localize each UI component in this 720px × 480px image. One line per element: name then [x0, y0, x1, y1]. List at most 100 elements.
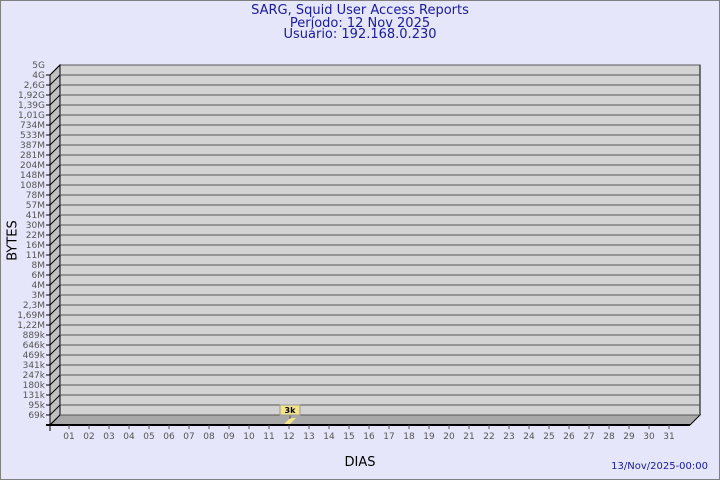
y-tick-label: 1,01G — [18, 111, 45, 121]
x-tick-label: 17 — [383, 432, 394, 442]
y-tick-label: 2,6G — [24, 81, 45, 91]
y-tick-label: 341k — [23, 361, 46, 371]
x-tick-label: 24 — [523, 432, 535, 442]
y-tick-slant — [49, 164, 61, 176]
y-tick-slant — [49, 394, 61, 406]
y-tick-label: 4G — [32, 71, 45, 81]
y-tick-slant — [49, 264, 61, 276]
y-tick-label: 1,39G — [18, 101, 45, 111]
x-tick-label: 19 — [423, 432, 435, 442]
y-tick-slant — [49, 354, 61, 366]
x-tick-label: 02 — [83, 432, 94, 442]
x-tick-label: 31 — [663, 432, 674, 442]
y-tick-label: 11M — [26, 251, 45, 261]
plot-side-wall — [49, 63, 61, 427]
x-axis-label: DIAS — [344, 455, 376, 470]
y-tick-label: 41M — [26, 211, 45, 221]
x-tick-label: 16 — [363, 432, 375, 442]
y-tick-slant — [49, 254, 61, 266]
plot-back-panel — [59, 64, 701, 416]
y-tick-slant — [49, 284, 61, 296]
y-tick-label: 387M — [20, 141, 45, 151]
y-tick-slant — [49, 74, 61, 86]
y-tick-label: 22M — [26, 231, 45, 241]
x-tick-label: 06 — [163, 432, 175, 442]
x-tick-label: 11 — [263, 432, 274, 442]
x-tick-label: 18 — [403, 432, 415, 442]
x-tick-label: 21 — [463, 432, 474, 442]
y-tick-slant — [49, 94, 61, 106]
y-tick-label: 3M — [32, 291, 46, 301]
y-tick-label: 533M — [20, 131, 45, 141]
y-tick-slant — [49, 304, 61, 316]
y-tick-slant — [49, 324, 61, 336]
y-tick-slant — [49, 294, 61, 306]
y-tick-slant — [49, 384, 61, 396]
x-tick-label: 25 — [543, 432, 554, 442]
x-tick-label: 28 — [603, 432, 615, 442]
y-tick-slant — [49, 344, 61, 356]
x-tick-label: 12 — [283, 432, 294, 442]
y-tick-label: 4M — [32, 281, 46, 291]
x-tick-label: 15 — [343, 432, 354, 442]
y-tick-slant — [49, 204, 61, 216]
y-tick-label: 204M — [20, 161, 45, 171]
y-tick-label: 646k — [23, 341, 46, 351]
y-tick-slant — [49, 314, 61, 326]
bar-day-12 — [284, 418, 296, 424]
x-tick-label: 04 — [123, 432, 135, 442]
y-axis-label: BYTES — [5, 220, 21, 261]
y-tick-label: 180k — [23, 381, 46, 391]
y-tick-label: 8M — [32, 261, 46, 271]
y-tick-slant — [49, 334, 61, 346]
y-tick-label: 6M — [32, 271, 46, 281]
x-tick-label: 09 — [223, 432, 235, 442]
y-tick-label: 1,22M — [17, 321, 45, 331]
x-tick-label: 01 — [63, 432, 74, 442]
y-tick-label: 57M — [26, 201, 45, 211]
y-tick-slant — [49, 214, 61, 226]
y-tick-slant — [49, 414, 61, 426]
y-tick-label: 69k — [28, 411, 45, 421]
x-tick-label: 30 — [643, 432, 655, 442]
x-tick-label: 10 — [243, 432, 255, 442]
y-tick-label: 1,69M — [17, 311, 45, 321]
x-tick-label: 20 — [443, 432, 455, 442]
x-tick-label: 03 — [103, 432, 114, 442]
y-tick-slant — [49, 174, 61, 186]
x-tick-label: 05 — [143, 432, 154, 442]
y-tick-slant — [49, 244, 61, 256]
data-label-box — [279, 404, 301, 416]
y-tick-slant — [49, 64, 61, 76]
x-tick-label: 07 — [183, 432, 194, 442]
y-tick-label: 30M — [26, 221, 45, 231]
y-tick-slant — [49, 104, 61, 116]
y-tick-label: 734M — [20, 121, 45, 131]
footer-timestamp: 13/Nov/2025-00:00 — [611, 461, 708, 472]
x-tick-label: 27 — [583, 432, 594, 442]
y-tick-slant — [49, 224, 61, 236]
y-tick-slant — [49, 194, 61, 206]
x-tick-label: 08 — [203, 432, 215, 442]
plot-floor — [48, 414, 702, 426]
y-tick-slant — [49, 134, 61, 146]
x-tick-label: 22 — [483, 432, 494, 442]
chart-subtitle-user: Usuário: 192.168.0.230 — [283, 27, 437, 42]
y-tick-slant — [49, 114, 61, 126]
y-tick-label: 1,92G — [18, 91, 45, 101]
chart-title: SARG, Squid User Access Reports — [251, 3, 469, 18]
y-tick-label: 131k — [23, 391, 46, 401]
y-tick-label: 148M — [20, 171, 45, 181]
y-tick-slant — [49, 404, 61, 416]
y-tick-label: 78M — [26, 191, 45, 201]
y-tick-label: 108M — [20, 181, 45, 191]
y-tick-label: 5G — [32, 61, 45, 71]
y-tick-label: 281M — [20, 151, 45, 161]
data-label: 3k — [285, 406, 297, 415]
y-tick-slant — [49, 364, 61, 376]
x-tick-label: 26 — [563, 432, 575, 442]
y-tick-slant — [49, 374, 61, 386]
chart-subtitle-period: Período: 12 Nov 2025 — [289, 16, 431, 31]
y-tick-label: 469k — [23, 351, 46, 361]
